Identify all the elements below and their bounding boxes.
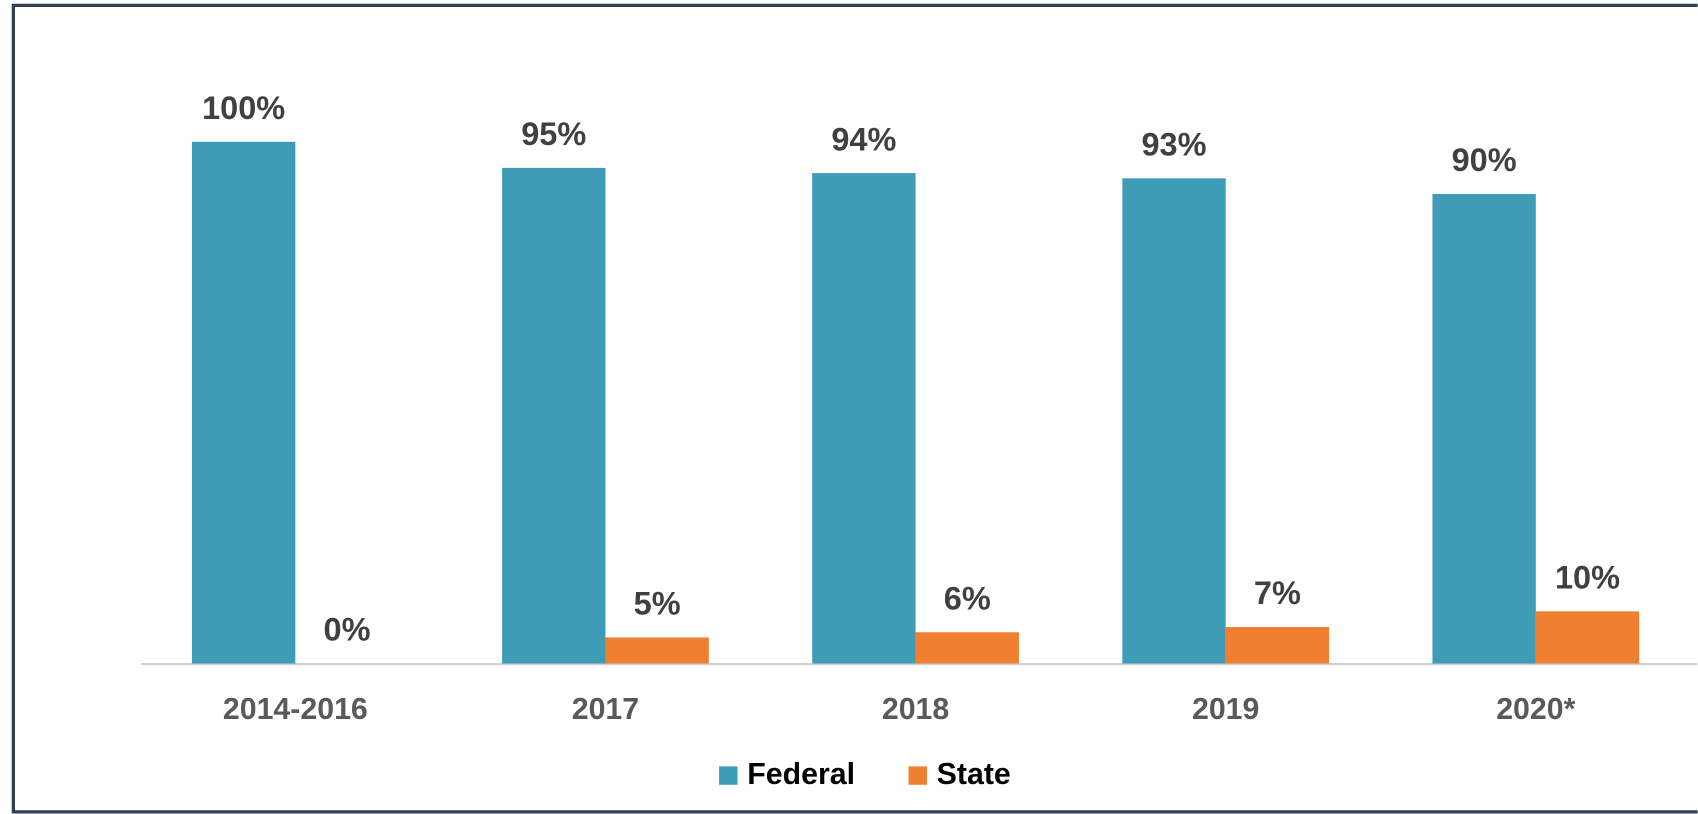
bar: [915, 632, 1019, 664]
value-label: 90%: [1452, 142, 1517, 178]
value-label: 94%: [831, 121, 896, 157]
legend-label: State: [937, 758, 1011, 791]
bar: [1432, 193, 1536, 664]
x-tick-label: 2019: [1192, 693, 1259, 726]
legend-swatch: [719, 766, 738, 785]
x-tick-label: 2014-2016: [223, 693, 368, 726]
x-tick-label: 2020*: [1496, 693, 1575, 726]
value-label: 100%: [202, 90, 285, 126]
bar: [1122, 178, 1226, 664]
value-label: 10%: [1555, 560, 1620, 596]
bar: [605, 637, 709, 664]
value-label: 95%: [521, 116, 586, 152]
bar: [1535, 611, 1640, 664]
value-label: 0%: [324, 612, 371, 648]
bar: [502, 167, 606, 664]
bar: [1225, 627, 1330, 664]
x-tick-label: 2018: [882, 693, 949, 726]
value-label: 6%: [944, 580, 991, 616]
value-label: 7%: [1254, 575, 1301, 611]
value-label: 93%: [1142, 127, 1207, 163]
legend-swatch: [908, 766, 927, 785]
x-tick-label: 2017: [572, 693, 639, 726]
legend-label: Federal: [747, 758, 855, 791]
bar: [191, 141, 296, 664]
frame: [11, 3, 1698, 814]
value-label: 5%: [634, 586, 681, 622]
bar: [812, 173, 916, 664]
